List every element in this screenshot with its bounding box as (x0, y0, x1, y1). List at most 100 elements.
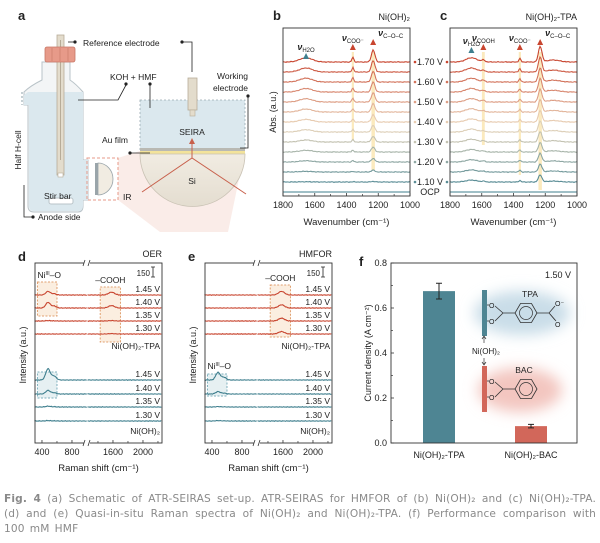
peak-label: νC–O–C (545, 28, 571, 40)
tpa-label: TPA (522, 289, 538, 299)
x-tick-label: 1400 (503, 200, 523, 210)
peak-highlight-band (481, 52, 485, 145)
figure-caption: Fig. 4 (a) Schematic of ATR-SEIRAS set-u… (4, 492, 596, 537)
raman-trace (257, 317, 332, 322)
potential-label: OCP (420, 187, 440, 197)
panel-letter-e: e (188, 249, 195, 264)
potential-label: 1.50 V (417, 97, 443, 107)
axis-break-mark (252, 259, 261, 267)
peak-symbol: ν (342, 33, 347, 43)
potential-annotation: 1.50 V (545, 270, 571, 280)
spectrum-trace (449, 163, 578, 174)
y-tick-label: 0.0 (374, 438, 387, 448)
peak-subscript: C–O–C (550, 34, 571, 40)
potential-dot (445, 100, 449, 104)
potential-label: 1.45 V (135, 284, 160, 294)
carboxylate-bond (537, 305, 557, 322)
cooh-label: –COOH (95, 275, 125, 285)
y-axis-label: Abs. (a.u.) (268, 91, 278, 133)
spectrum-trace (282, 157, 411, 164)
peak-subscript: H2O (302, 48, 315, 54)
raman-trace (204, 294, 257, 296)
peak-subscript: COOH (477, 39, 495, 45)
spectrum-trace (449, 87, 578, 103)
error-bar (528, 423, 534, 429)
peak-label: νH2O (463, 36, 481, 48)
x-tick-label: 800 (64, 447, 79, 457)
potential-label: 1.45 V (305, 369, 330, 379)
oxygen-label: O (489, 303, 495, 310)
reference-electrode-tip (57, 172, 64, 178)
caption-text: (a) Schematic of ATR-SEIRAS set-up. ATR-… (4, 493, 596, 535)
spectrum-trace (449, 67, 578, 84)
peak-subscript: COO⁻ (347, 39, 364, 45)
label-si: Si (188, 176, 196, 186)
inset-reference-tube (187, 77, 198, 111)
spectrum-trace (282, 102, 411, 114)
potential-dot (445, 120, 449, 124)
benzene-aromatic-circle (519, 382, 533, 396)
benzene-ring (514, 379, 538, 399)
peak-highlight-band (518, 52, 521, 175)
port-hemisphere (97, 162, 114, 196)
potential-dot (413, 180, 417, 184)
scale-bar (151, 266, 155, 278)
x-tick-label: 1600 (305, 200, 325, 210)
axis-break-gap (84, 440, 90, 446)
raman-trace (87, 332, 162, 335)
raman-trace (257, 420, 332, 422)
x-tick-label: 400 (204, 447, 219, 457)
x-tick-label: 1200 (535, 200, 555, 210)
raman-trace (204, 307, 257, 309)
raman-trace (257, 330, 332, 335)
raman-trace (34, 389, 88, 396)
ni-o-highlight-box (36, 371, 58, 399)
potential-label: 1.45 V (305, 284, 330, 294)
peak-symbol: ν (297, 42, 302, 52)
ni-o-label: NiIII–O (207, 361, 231, 371)
panel-title: Ni(OH)₂ (379, 12, 411, 22)
raman-trace (87, 304, 162, 309)
cooh-highlight-box (269, 284, 291, 338)
y-axis-label: Intensity (a.u.) (188, 326, 198, 383)
cooh-label: –COOH (265, 273, 295, 283)
spectrum-trace (282, 59, 411, 74)
scale-bar-label: 150 (307, 269, 321, 278)
spectrum-trace (282, 80, 411, 94)
bond (487, 380, 515, 398)
panel-letter-c: c (440, 8, 447, 23)
panel-letter-b: b (273, 8, 281, 23)
label-working-electrode-line1: Working (217, 71, 248, 81)
potential-label: 1.35 V (135, 396, 160, 406)
potential-dot (445, 160, 449, 164)
label-stir-bar: Stir bar (44, 191, 72, 201)
axis-break-gap (254, 440, 260, 446)
oxygen-label: O (555, 322, 561, 329)
ni-oh2-surface (482, 290, 487, 336)
panel-letter-f: f (359, 254, 364, 269)
raman-trace (204, 390, 257, 395)
peak-symbol: ν (545, 28, 550, 38)
panel-f: f Ni(OH)₂-TPA Ni(OH)₂-BAC 0.0 0.2 0.4 0.6 0.8 Cu… (359, 254, 578, 460)
support-arrows (481, 335, 487, 366)
potential-dot (445, 60, 449, 64)
spectrum-trace (449, 174, 578, 184)
potential-label: 1.70 V (417, 57, 443, 67)
peak-highlight-band (351, 52, 354, 140)
peak-label: νCOO⁻ (509, 33, 531, 45)
peak-label: νH2O (297, 42, 315, 54)
x-tick-label: 1400 (336, 200, 356, 210)
potential-label: 1.30 V (305, 323, 330, 333)
axes-frame (204, 262, 333, 444)
y-tick-label: 0.2 (374, 393, 387, 403)
group-label: Ni(OH)₂ (130, 426, 160, 436)
peak-highlight-band (371, 52, 375, 170)
oxygen-anion-label: O⁻ (555, 301, 564, 308)
x-tick-label: 800 (234, 447, 249, 457)
label-working-electrode-line2: electrode (213, 83, 248, 93)
spectrum-trace (449, 131, 578, 144)
peak-marker-COO (349, 44, 356, 50)
potential-label: 1.40 V (135, 383, 160, 393)
panel-e: e HMFOR 1.45 V 1.40 V 1.35 V 1.30 V Ni(OH)₂-TP… (188, 249, 332, 474)
